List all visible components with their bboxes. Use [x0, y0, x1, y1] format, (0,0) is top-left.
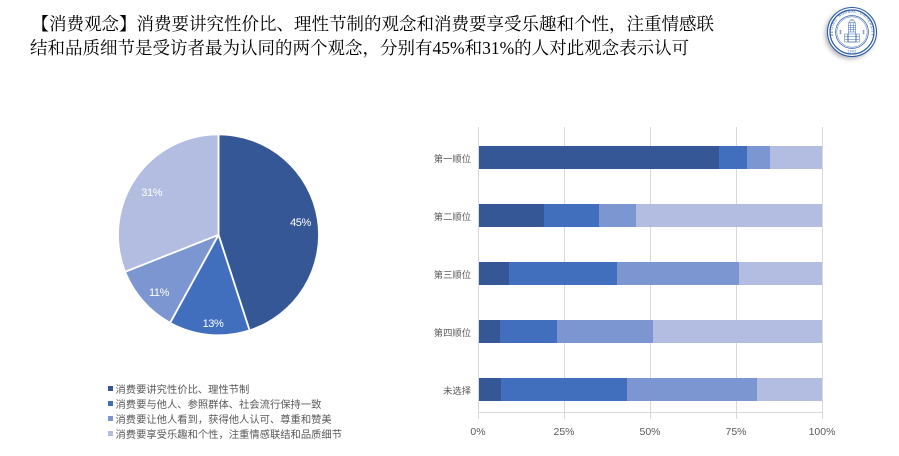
svg-text:1902: 1902 [847, 50, 857, 54]
